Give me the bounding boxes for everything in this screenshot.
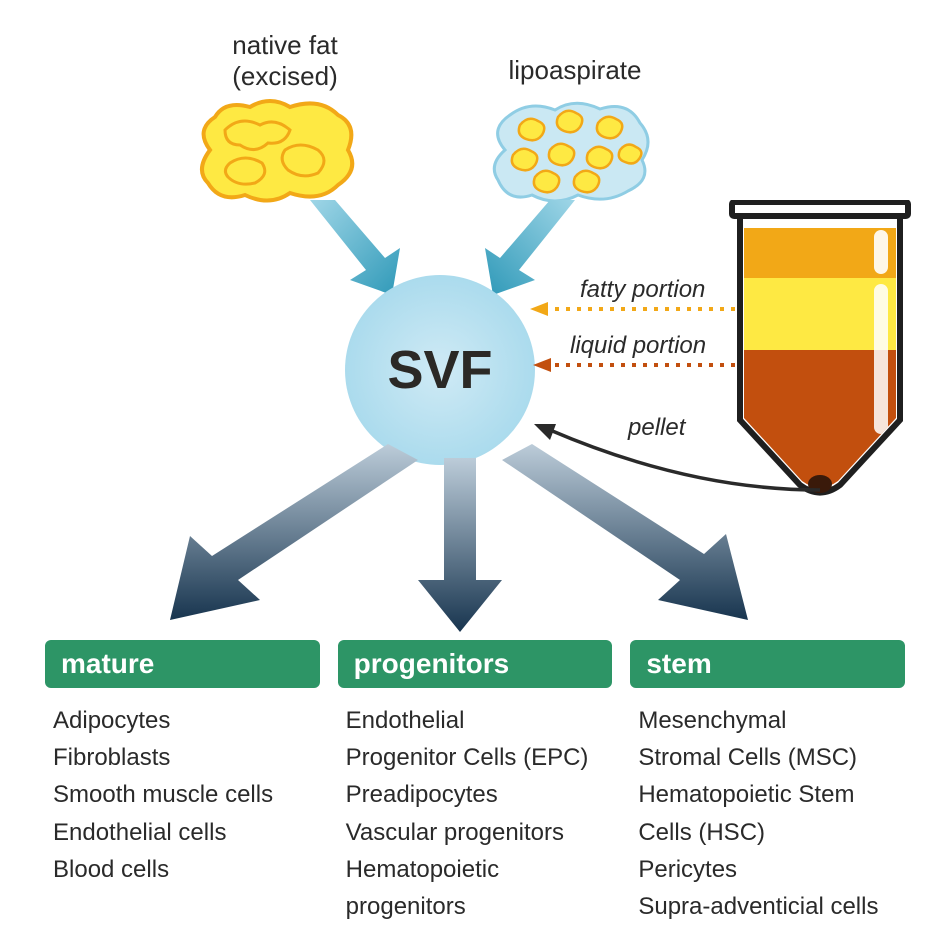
category-mature: mature Adipocytes Fibroblasts Smooth mus…	[45, 640, 320, 925]
list-item: Adipocytes	[53, 702, 312, 739]
category-progenitors: progenitors Endothelial Progenitor Cells…	[338, 640, 613, 925]
list-item: Smooth muscle cells	[53, 776, 312, 813]
svf-node: SVF	[345, 275, 535, 465]
native-fat-text: native fat(excised)	[232, 30, 338, 91]
list-item: Pericytes	[638, 851, 897, 888]
categories-row: mature Adipocytes Fibroblasts Smooth mus…	[45, 640, 905, 925]
list-item: Endothelial cells	[53, 814, 312, 851]
native-fat-icon	[190, 95, 360, 205]
list-item: Fibroblasts	[53, 739, 312, 776]
category-stem-items: Mesenchymal Stromal Cells (MSC) Hematopo…	[630, 688, 905, 925]
list-item: Cells (HSC)	[638, 814, 897, 851]
lipoaspirate-icon	[480, 95, 655, 205]
svf-text: SVF	[387, 339, 492, 401]
category-stem: stem Mesenchymal Stromal Cells (MSC) Hem…	[630, 640, 905, 925]
output-arrows	[150, 440, 770, 640]
list-item: Endothelial	[346, 702, 605, 739]
list-item: Preadipocytes	[346, 776, 605, 813]
list-item: Mesenchymal	[638, 702, 897, 739]
list-item: Progenitor Cells (EPC)	[346, 739, 605, 776]
list-item: Vascular progenitors	[346, 814, 605, 851]
liquid-portion-label: liquid portion	[570, 332, 706, 360]
list-item: progenitors	[346, 888, 605, 925]
lipoaspirate-text: lipoaspirate	[509, 55, 642, 85]
native-fat-label: native fat(excised)	[195, 30, 375, 92]
fatty-portion-label: fatty portion	[580, 276, 705, 304]
lipoaspirate-label: lipoaspirate	[495, 55, 655, 86]
list-item: Blood cells	[53, 851, 312, 888]
category-stem-header: stem	[630, 640, 905, 688]
category-progenitors-items: Endothelial Progenitor Cells (EPC) Pread…	[338, 688, 613, 925]
category-mature-items: Adipocytes Fibroblasts Smooth muscle cel…	[45, 688, 320, 888]
pellet-label: pellet	[628, 414, 685, 442]
category-mature-header: mature	[45, 640, 320, 688]
list-item: Supra-adventicial cells	[638, 888, 897, 925]
diagram-root: native fat(excised) lipoaspirate	[0, 0, 950, 950]
list-item: Hematopoietic	[346, 851, 605, 888]
list-item: Stromal Cells (MSC)	[638, 739, 897, 776]
list-item: Hematopoietic Stem	[638, 776, 897, 813]
category-progenitors-header: progenitors	[338, 640, 613, 688]
